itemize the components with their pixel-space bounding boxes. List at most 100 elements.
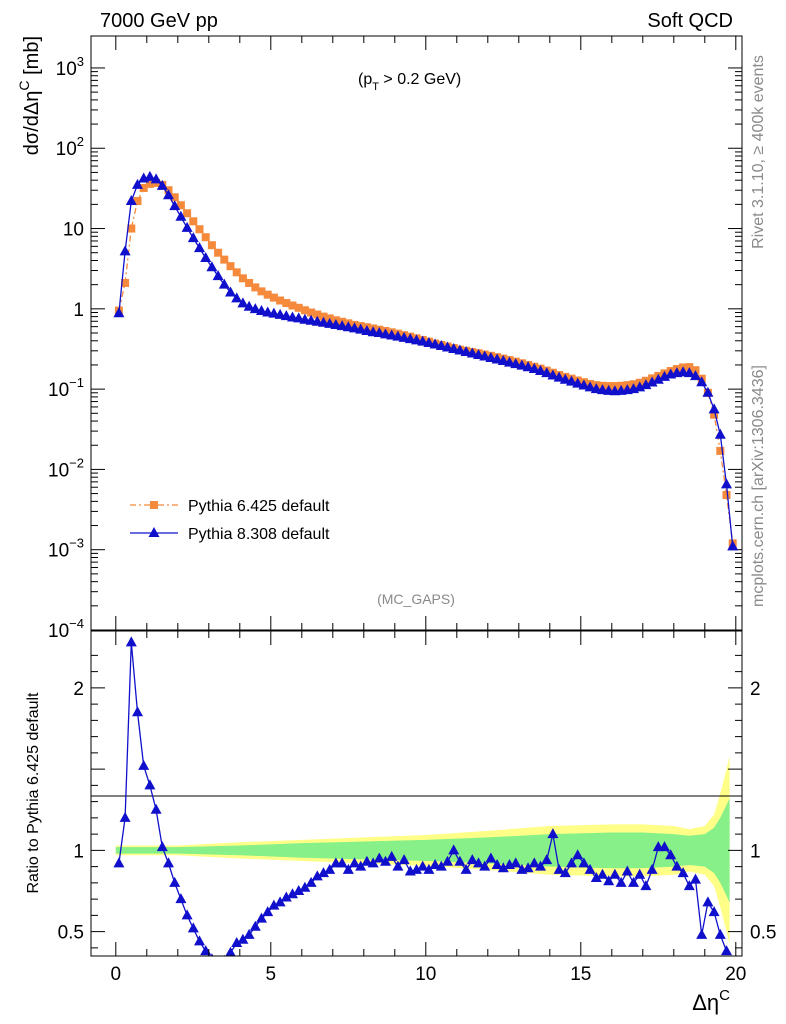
ratio-data-point <box>132 706 143 717</box>
y-tick-label-base: 10 <box>48 380 69 401</box>
header-right: Soft QCD <box>647 10 733 32</box>
data-point-triangle <box>249 303 261 314</box>
y-tick-label-base: 10 <box>63 220 84 241</box>
ratio-data-point <box>491 859 503 869</box>
ratio-data-point <box>497 862 509 873</box>
ratio-data-point <box>361 855 373 866</box>
y-tick-label: 103 <box>56 54 84 80</box>
data-point-triangle <box>404 333 416 344</box>
data-point-triangle <box>429 338 441 349</box>
ratio-data-point <box>646 863 658 874</box>
ratio-data-point <box>479 860 491 871</box>
main-series <box>113 170 739 551</box>
data-point-square <box>276 296 285 305</box>
ratio-data-point <box>249 920 261 931</box>
data-point-triangle <box>175 210 187 221</box>
data-point-triangle <box>652 373 664 384</box>
ratio-data-point <box>535 860 546 871</box>
data-point-triangle <box>218 278 230 289</box>
data-point-square <box>220 255 229 264</box>
main-y-axis-title: dσ/dΔηC [mb] <box>16 36 43 155</box>
ratio-data-point <box>603 875 615 886</box>
ratio-data-point <box>373 852 385 863</box>
data-point-square <box>245 278 254 287</box>
ratio-series <box>113 636 732 968</box>
y-tick-label-base: 1 <box>73 300 84 321</box>
data-point-triangle <box>200 251 212 262</box>
data-point-triangle <box>646 376 658 387</box>
y-tick-label: 10−2 <box>48 455 84 481</box>
data-point-triangle <box>516 359 528 370</box>
ratio-data-point <box>429 859 441 869</box>
y-tick-label-exponent: −3 <box>69 536 84 551</box>
ratio-data-point <box>671 860 683 871</box>
data-point-triangle <box>708 403 720 414</box>
ratio-data-point <box>163 857 174 868</box>
data-point-square <box>300 306 309 315</box>
legend-label: Pythia 8.308 default <box>188 526 330 543</box>
ratio-data-point <box>144 779 156 790</box>
ratio-data-point <box>690 873 701 884</box>
data-point-triangle <box>355 323 367 334</box>
cut-annotation-base: (p <box>358 71 372 88</box>
data-point-square <box>294 303 303 312</box>
data-point-triangle <box>256 304 267 315</box>
ratio-data-point <box>559 867 571 878</box>
data-point-triangle <box>460 345 472 356</box>
ratio-data-point <box>615 876 627 887</box>
data-point-triangle <box>466 347 478 358</box>
data-point-square <box>189 217 198 226</box>
ratio-data-point <box>156 841 168 852</box>
ratio-data-point <box>392 860 404 871</box>
data-point-triangle <box>144 170 156 181</box>
data-point-square <box>282 299 291 308</box>
ratio-data-point <box>528 857 540 868</box>
data-point-square <box>176 201 185 210</box>
ratio-data-point <box>342 863 354 874</box>
data-point-square <box>269 293 278 302</box>
data-point-triangle <box>584 381 596 392</box>
ratio-data-point <box>231 937 243 947</box>
data-point-triangle <box>231 292 243 303</box>
data-point-square <box>170 193 179 202</box>
data-point-triangle <box>125 195 137 206</box>
ratio-data-point <box>274 896 286 907</box>
y-tick-label-exponent: −4 <box>69 616 84 631</box>
ratio-data-point <box>708 906 720 917</box>
main-y-axis-title-unit: [mb] <box>21 36 43 80</box>
ratio-data-point <box>268 899 280 910</box>
ratio-data-point <box>417 860 429 871</box>
ratio-data-point <box>423 863 435 874</box>
ratio-data-point <box>454 855 466 866</box>
data-point-triangle <box>479 350 491 361</box>
data-point-triangle <box>169 200 181 211</box>
ratio-data-point <box>640 880 652 891</box>
ratio-data-point <box>572 849 584 860</box>
data-point-triangle <box>417 335 429 346</box>
ratio-data-point <box>138 759 150 770</box>
data-point-triangle <box>528 363 540 374</box>
data-point-triangle <box>572 377 584 388</box>
ratio-data-point <box>435 860 447 871</box>
ratio-data-point <box>398 854 410 865</box>
ratio-y-tick-labels: 0.5 0.5 1 1 2 2 <box>58 679 777 944</box>
data-point-triangle <box>113 307 125 318</box>
data-point-triangle <box>497 354 509 365</box>
cut-annotation: (pT > 0.2 GeV) <box>358 71 461 93</box>
y-tick-label: 102 <box>56 134 84 160</box>
data-point-triangle <box>448 343 460 354</box>
main-y-axis-title-base: dσ/dΔη <box>21 91 43 156</box>
ratio-data-point <box>355 860 367 871</box>
data-point-triangle <box>553 371 565 382</box>
data-point-square <box>288 301 297 310</box>
data-point-triangle <box>237 297 249 308</box>
data-point-square <box>307 308 316 317</box>
ratio-data-point <box>213 958 224 968</box>
data-point-square <box>257 287 266 296</box>
y-tick-label-base: 10 <box>48 621 69 642</box>
ratio-data-point <box>665 849 677 860</box>
ratio-data-point <box>683 880 695 891</box>
